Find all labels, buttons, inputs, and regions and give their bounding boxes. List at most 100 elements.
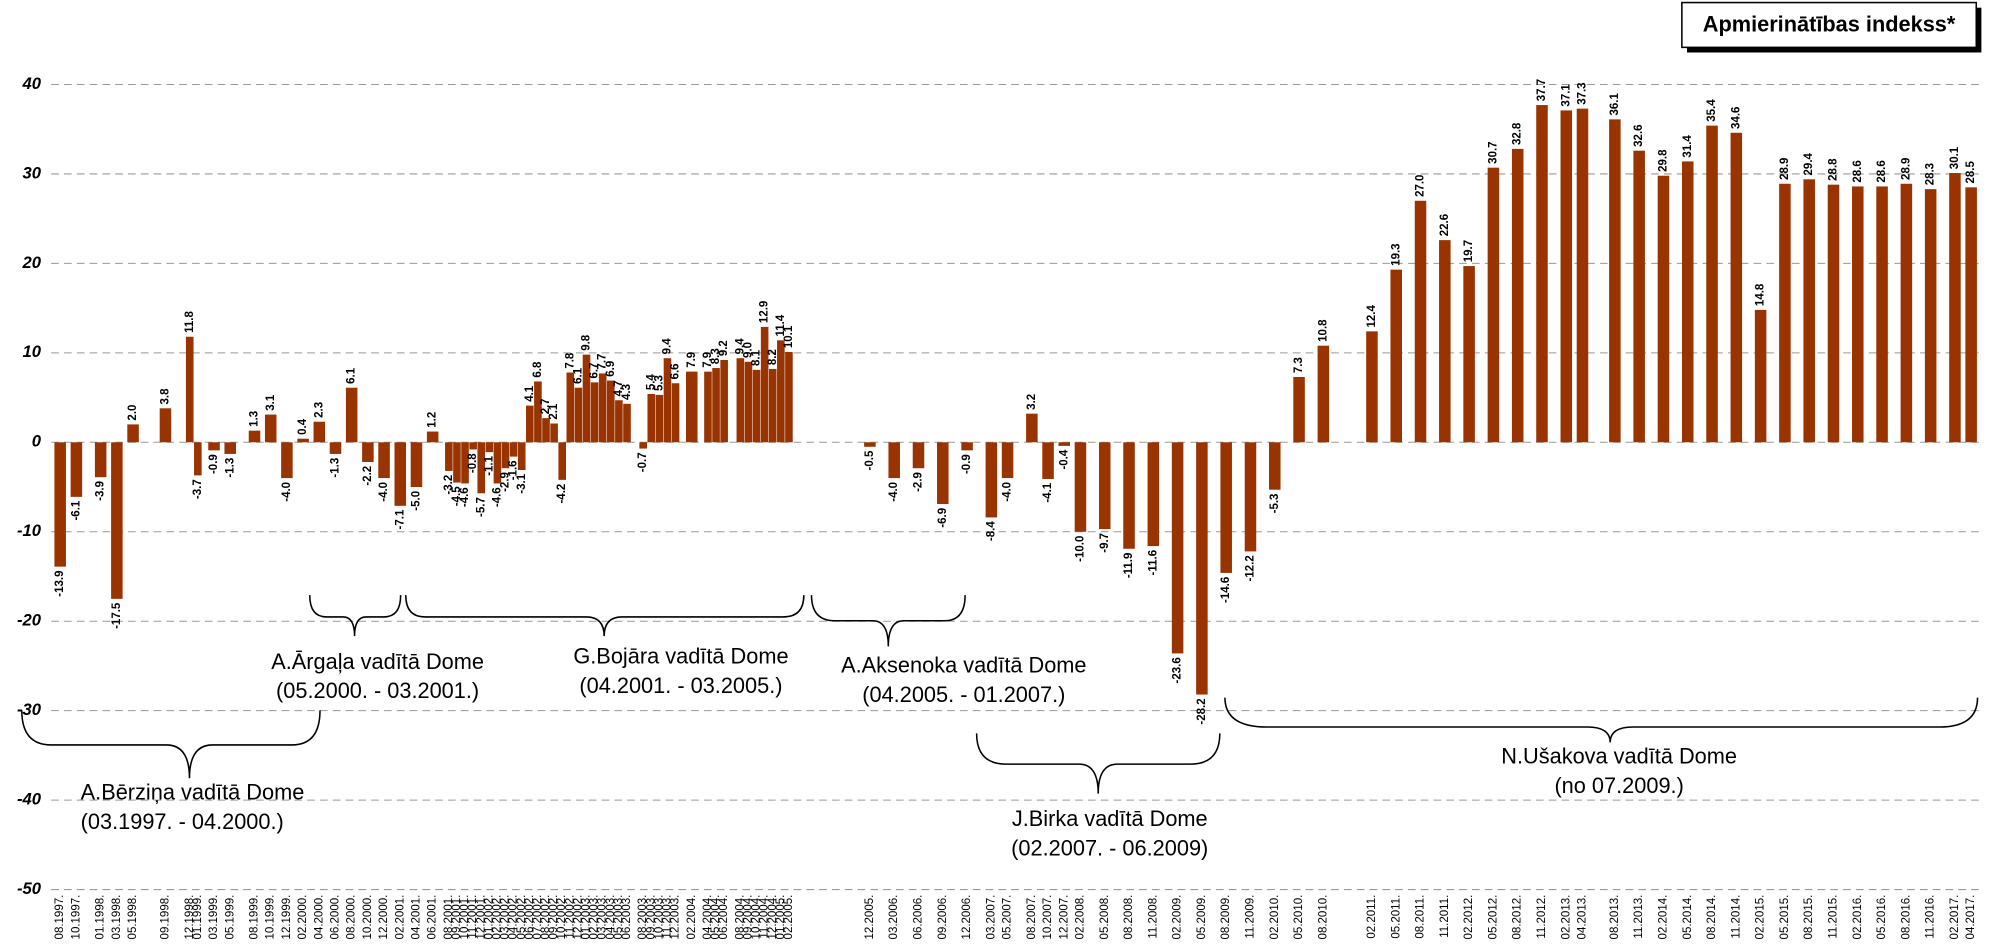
y-tick-label: -20 xyxy=(17,611,42,630)
bar xyxy=(1074,442,1087,532)
bar xyxy=(720,359,728,443)
value-label: 19.7 xyxy=(1463,240,1475,262)
chart-title: Apmierinātības indekss* xyxy=(1703,11,1956,36)
y-tick-label: 0 xyxy=(32,432,42,451)
brace xyxy=(21,710,321,779)
x-tick-label: 04.2002. xyxy=(508,895,520,940)
y-tick-label: 20 xyxy=(21,253,41,272)
x-tick-label: 05.2016. xyxy=(1876,895,1888,940)
bar xyxy=(1876,186,1888,443)
value-label: -28.2 xyxy=(1196,698,1208,724)
bar xyxy=(590,382,599,443)
bar xyxy=(1439,240,1451,443)
y-tick-label: 10 xyxy=(22,342,41,361)
x-tick-label: 12.2005. xyxy=(864,895,876,940)
value-label: 2.1 xyxy=(548,403,560,420)
bar xyxy=(378,442,390,479)
value-label: -10.0 xyxy=(1074,536,1086,562)
bar xyxy=(1390,269,1402,443)
x-tick-label: 08.2000. xyxy=(346,895,358,940)
value-label: 6.1 xyxy=(572,367,584,384)
bar xyxy=(485,442,494,453)
value-label: -0.4 xyxy=(1058,449,1070,469)
value-label: 9.2 xyxy=(718,340,730,356)
bar xyxy=(70,442,83,497)
bar xyxy=(1706,125,1718,443)
x-tick-label: 05.2009. xyxy=(1196,895,1208,940)
value-label: -11.9 xyxy=(1123,553,1135,579)
bar xyxy=(615,400,623,443)
value-label: -8.4 xyxy=(985,521,997,541)
bar xyxy=(1681,161,1694,443)
value-label: -1.1 xyxy=(483,455,495,475)
value-label: -3.9 xyxy=(95,481,107,501)
bar xyxy=(313,421,326,443)
annotation-label: A.Ārgaļa vadītā Dome xyxy=(271,649,484,674)
x-tick-label: 03.2006. xyxy=(888,895,900,940)
value-label: 28.3 xyxy=(1925,163,1937,185)
x-tick-label: 11.2016. xyxy=(1925,895,1937,939)
x-tick-label: 08.2004. xyxy=(734,895,746,940)
bar xyxy=(1171,442,1184,654)
x-tick-label: 12.2002. xyxy=(572,895,584,940)
value-label: -4.0 xyxy=(378,482,390,502)
value-label: 7.9 xyxy=(686,352,698,368)
value-label: 12.9 xyxy=(759,301,771,323)
value-label: -4.0 xyxy=(281,482,293,502)
bar xyxy=(1042,442,1054,479)
bar xyxy=(985,442,998,518)
value-label: -5.7 xyxy=(475,497,487,517)
value-label: 12.4 xyxy=(1366,305,1378,328)
value-label: 19.3 xyxy=(1390,243,1402,265)
x-tick-label: 01.1998. xyxy=(95,895,107,940)
bar xyxy=(1269,442,1281,490)
bar xyxy=(777,340,785,443)
annotation-label: G.Bojāra vadītā Dome xyxy=(573,644,788,669)
value-label: 32.8 xyxy=(1512,122,1524,145)
x-tick-label: 12.1999. xyxy=(281,895,293,940)
bar xyxy=(1244,442,1257,552)
value-label: 7.3 xyxy=(1293,357,1305,373)
value-label: 37.7 xyxy=(1536,79,1548,101)
value-label: -4.5 xyxy=(451,486,463,506)
x-tick-label: 05.2014. xyxy=(1682,895,1694,940)
bar xyxy=(224,442,236,454)
x-tick-label: 08.2016. xyxy=(1900,895,1912,940)
x-tick-label: 02.2016. xyxy=(1852,895,1864,940)
x-tick-label: 02.2000. xyxy=(297,895,309,940)
value-label: 11.4 xyxy=(775,314,787,336)
value-label: -3.1 xyxy=(516,473,528,493)
x-tick-label: 02.2011. xyxy=(1366,895,1378,939)
bar xyxy=(509,442,518,457)
annotation-label: A.Bērziņa vadītā Dome xyxy=(81,779,305,804)
value-label: -11.6 xyxy=(1147,550,1159,576)
bar xyxy=(1293,376,1305,443)
value-label: -4.1 xyxy=(1042,482,1054,502)
value-label: -7.1 xyxy=(394,509,406,529)
x-tick-label: 05.2004. xyxy=(710,895,722,940)
bar xyxy=(1366,331,1378,443)
x-tick-label: 11.2009. xyxy=(1245,895,1257,939)
x-tick-label: 08.2015. xyxy=(1803,895,1815,940)
bar xyxy=(1536,105,1548,443)
bar xyxy=(469,442,477,450)
x-tick-label: 06.2000. xyxy=(330,895,342,940)
bar xyxy=(550,423,558,443)
value-label: -5.0 xyxy=(411,491,423,511)
x-tick-label: 11.2008. xyxy=(1147,895,1159,939)
value-label: -3.2 xyxy=(443,475,455,495)
x-tick-label: 06.2004. xyxy=(718,895,730,940)
value-label: 6.8 xyxy=(532,361,544,378)
annotation-period: (04.2001. - 03.2005.) xyxy=(579,673,782,698)
value-label: -9.7 xyxy=(1099,533,1111,553)
value-label: 29.4 xyxy=(1803,152,1815,175)
value-label: 28.9 xyxy=(1779,158,1791,180)
x-tick-label: 06.2003. xyxy=(621,895,633,940)
x-tick-label: 05.2012. xyxy=(1487,895,1499,940)
x-tick-label: 08.1999. xyxy=(249,895,261,940)
bar xyxy=(1730,132,1743,443)
x-tick-label: 07.2002. xyxy=(532,895,544,940)
annotation-period: (03.1997. - 04.2000.) xyxy=(81,809,284,834)
x-tick-label: 12.2001. xyxy=(475,895,487,940)
